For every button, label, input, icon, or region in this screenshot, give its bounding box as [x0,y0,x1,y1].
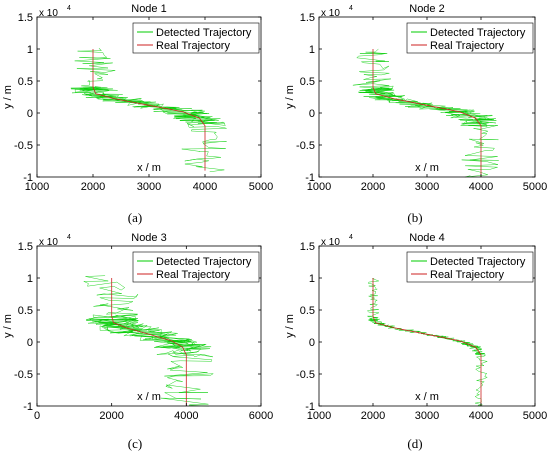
y-tick-label: 0 [309,337,315,349]
x-tick-label: 2000 [81,181,105,193]
legend-label: Detected Trajectory [156,256,252,268]
x-tick-label: 5000 [249,181,273,193]
x-tick-label: 0 [34,410,40,422]
caption-c: (c) [127,436,143,451]
real-trajectory-line [111,278,187,406]
x-tick-label: 3000 [137,181,161,193]
chart-title: Node 3 [131,232,166,244]
y-axis-label: y / m [284,314,296,338]
detected-trajectory-line [366,278,489,406]
legend-label: Detected Trajectory [430,27,526,39]
real-trajectory-line [372,278,482,406]
axes-frame [36,245,262,407]
y-multiplier-exponent: 4 [67,234,71,241]
y-tick-label: 1 [27,44,33,56]
chart-panel-2: 1000 2000 3000 4000 5000 -1 -0.5 0 0.5 1 1.5 Node 2… [284,3,547,193]
chart-panel-3: 0 2000 4000 6000 -1 -0.5 0 0.5 1 1.5 Node 3 x 10 4 x … [2,232,273,422]
y-tick-label: 1 [309,273,315,285]
x-tick-label: 1000 [307,181,331,193]
x-tick-label: 3000 [415,410,439,422]
y-tick-label: -1 [305,401,315,413]
y-tick-label: -1 [305,172,315,184]
detected-trajectory-line [352,48,499,178]
x-axis-label: x / m [415,391,439,403]
y-tick-label: 0.5 [18,76,33,88]
y-axis-label: y / m [2,85,14,109]
y-tick-label: 1.5 [300,241,315,253]
y-tick-label: -0.5 [296,369,315,381]
x-tick-label: 3000 [415,181,439,193]
y-multiplier-label: x 10 [321,8,340,19]
chart-panel-4: 1000 2000 3000 4000 5000 -1 -0.5 0 0.5 1 1.5 Node 4… [284,232,547,422]
legend-box [406,22,534,54]
x-axis-label: x / m [137,162,161,174]
y-tick-label: -1 [23,172,33,184]
y-multiplier-label: x 10 [39,237,58,248]
legend-box [132,251,260,283]
x-tick-label: 4000 [174,410,198,422]
y-tick-label: 0.5 [300,76,315,88]
chart-title: Node 1 [131,3,166,15]
x-tick-label: 2000 [99,410,123,422]
y-axis-label: y / m [284,85,296,109]
x-tick-label: 2000 [361,181,385,193]
legend-label: Real Trajectory [430,269,504,281]
y-tick-label: 1.5 [18,12,33,24]
y-multiplier-exponent: 4 [67,5,71,12]
y-tick-label: -0.5 [14,369,33,381]
y-tick-label: 0.5 [300,305,315,317]
legend-label: Detected Trajectory [156,27,252,39]
x-tick-label: 2000 [361,410,385,422]
x-tick-label: 5000 [523,181,547,193]
x-axis-label: x / m [415,162,439,174]
x-tick-label: 1000 [25,181,49,193]
y-tick-label: -0.5 [296,140,315,152]
y-tick-label: 0.5 [18,305,33,317]
y-tick-label: 0 [27,337,33,349]
chart-panel-1: 1000 2000 3000 4000 5000 -1 -0.5 0 0.5 1 1.5 Node 1… [2,3,273,193]
y-tick-label: 0 [27,108,33,120]
y-multiplier-exponent: 4 [349,5,353,12]
real-trajectory-line [372,49,482,177]
y-axis-label: y / m [2,314,14,338]
x-tick-label: 6000 [249,410,273,422]
x-tick-label: 4000 [469,181,493,193]
caption-a: (a) [127,210,143,225]
chart-title: Node 4 [409,232,444,244]
legend-box [132,22,260,54]
x-axis-label: x / m [137,391,161,403]
detected-trajectory-line [70,48,227,173]
x-tick-label: 5000 [523,410,547,422]
y-multiplier-label: x 10 [39,8,58,19]
chart-title: Node 2 [409,3,444,15]
legend-label: Real Trajectory [156,40,230,52]
detected-trajectory-line [83,275,214,407]
x-tick-label: 4000 [469,410,493,422]
y-tick-label: 0 [309,108,315,120]
legend-label: Real Trajectory [156,269,230,281]
x-tick-label: 1000 [307,410,331,422]
caption-d: (d) [407,436,423,451]
legend-box [406,251,534,283]
caption-b: (b) [407,210,423,225]
legend-label: Detected Trajectory [430,256,526,268]
y-tick-label: 1.5 [300,12,315,24]
real-trajectory-line [92,49,206,171]
y-tick-label: -0.5 [14,140,33,152]
x-tick-label: 4000 [193,181,217,193]
y-tick-label: -1 [23,401,33,413]
legend-label: Real Trajectory [430,40,504,52]
y-tick-label: 1 [309,44,315,56]
y-tick-label: 1 [27,273,33,285]
y-tick-label: 1.5 [18,241,33,253]
y-multiplier-label: x 10 [321,237,340,248]
y-multiplier-exponent: 4 [349,234,353,241]
